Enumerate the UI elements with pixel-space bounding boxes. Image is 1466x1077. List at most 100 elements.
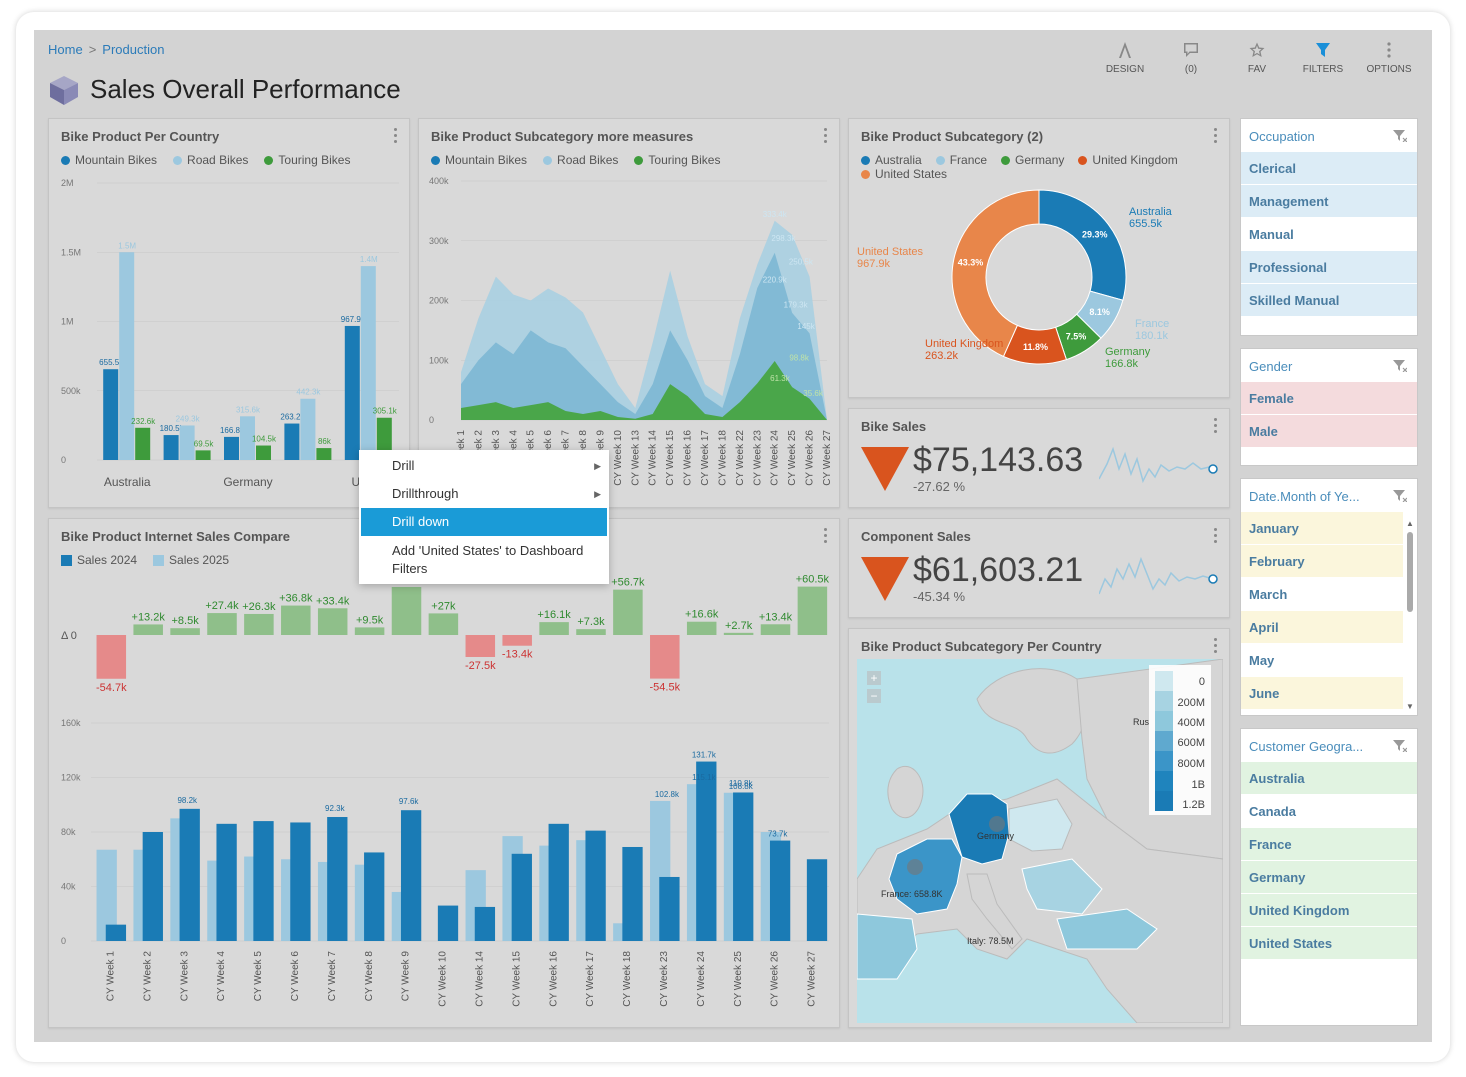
filter-item[interactable]: May xyxy=(1241,643,1403,676)
clear-filter-icon[interactable] xyxy=(1393,130,1407,142)
filters-button[interactable]: FILTERS xyxy=(1290,42,1356,75)
delta-bar xyxy=(317,608,348,635)
legend-item[interactable]: Touring Bikes xyxy=(264,153,350,167)
x-tick-label: CY Week 26 xyxy=(770,951,781,1007)
x-tick-label: CY Week 6 xyxy=(290,951,301,1002)
panel-menu-icon[interactable] xyxy=(1213,528,1219,546)
panel-menu-icon[interactable] xyxy=(823,528,829,546)
scroll-thumb[interactable] xyxy=(1407,532,1413,612)
map-germany xyxy=(948,793,1010,865)
slice-value-label: 263.2k xyxy=(925,350,959,362)
legend-item[interactable]: Road Bikes xyxy=(543,153,618,167)
legend-item[interactable]: Touring Bikes xyxy=(634,153,720,167)
filter-item[interactable]: Clerical xyxy=(1241,151,1417,184)
panel-menu-icon[interactable] xyxy=(393,128,399,146)
filter-item[interactable]: Manual xyxy=(1241,217,1417,250)
legend-item[interactable]: Mountain Bikes xyxy=(61,153,157,167)
menu-item-drill[interactable]: Drill ▶ xyxy=(359,452,609,480)
scroll-up-icon[interactable]: ▲ xyxy=(1406,519,1414,528)
filter-item[interactable]: Canada xyxy=(1241,794,1417,827)
data-label: 967.9k xyxy=(341,315,366,324)
panel-title: Bike Product Subcategory more measures xyxy=(431,129,694,144)
breadcrumb-home[interactable]: Home xyxy=(48,42,83,57)
filter-item[interactable]: United States xyxy=(1241,926,1417,959)
filter-item[interactable]: Skilled Manual xyxy=(1241,283,1417,316)
map-label-germany: Germany xyxy=(977,831,1015,841)
filter-item[interactable]: June xyxy=(1241,676,1403,709)
bar xyxy=(344,325,360,460)
legend-item[interactable]: Germany xyxy=(1001,153,1064,167)
panel-bike-product-per-country: Bike Product Per Country Mountain Bikes … xyxy=(48,118,410,508)
map-bubble-germany[interactable] xyxy=(989,816,1005,832)
data-label: 232.6k xyxy=(131,417,156,426)
slice-name-label: United States xyxy=(857,246,924,258)
menu-item-drill-down[interactable]: Drill down xyxy=(361,508,607,536)
filter-gender: Gender Female Male xyxy=(1240,348,1418,466)
options-button[interactable]: OPTIONS xyxy=(1356,42,1422,75)
kpi-value: $61,603.21 xyxy=(913,551,1084,589)
legend-item[interactable]: United Kingdom xyxy=(1078,153,1178,167)
data-label: 86k xyxy=(318,437,332,446)
filter-item[interactable]: United Kingdom xyxy=(1241,893,1417,926)
fav-button[interactable]: FAV xyxy=(1224,42,1290,75)
y-tick-label: 160k xyxy=(61,718,81,728)
filter-item[interactable]: April xyxy=(1241,610,1403,643)
panel-menu-icon[interactable] xyxy=(823,128,829,146)
x-tick-label: CY Week 4 xyxy=(216,951,227,1002)
filter-item[interactable]: Female xyxy=(1241,381,1417,414)
panel-title: Bike Sales xyxy=(861,419,927,434)
legend-item[interactable]: Mountain Bikes xyxy=(431,153,527,167)
filter-item[interactable]: Management xyxy=(1241,184,1417,217)
filter-item[interactable]: January xyxy=(1241,511,1403,544)
delta-label: +27.4k xyxy=(205,600,239,612)
bar xyxy=(284,423,300,460)
filter-item[interactable]: Australia xyxy=(1241,761,1417,794)
delta-label: -54.5k xyxy=(650,682,681,694)
x-tick-label: CY Week 27 xyxy=(822,430,833,486)
scroll-down-icon[interactable]: ▼ xyxy=(1406,702,1414,711)
filter-item[interactable]: March xyxy=(1241,577,1403,610)
map-bubble-france[interactable] xyxy=(907,859,923,875)
legend-item[interactable]: Sales 2025 xyxy=(153,553,229,567)
menu-item-add-dashboard-filter[interactable]: Add 'United States' to Dashboard Filters xyxy=(392,543,584,576)
legend-item[interactable]: United States xyxy=(861,167,947,181)
filter-header: Occupation xyxy=(1241,119,1417,151)
legend-item[interactable]: France xyxy=(935,153,987,167)
data-label: 98.8k xyxy=(789,353,810,362)
filter-item[interactable]: Germany xyxy=(1241,860,1417,893)
data-label: 73.7k xyxy=(768,830,789,839)
panel-menu-icon[interactable] xyxy=(1213,418,1219,436)
clear-filter-icon[interactable] xyxy=(1393,360,1407,372)
comments-button[interactable]: (0) xyxy=(1158,42,1224,75)
filter-item[interactable]: February xyxy=(1241,544,1403,577)
menu-item-drillthrough[interactable]: Drillthrough ▶ xyxy=(359,480,609,508)
panel-menu-icon[interactable] xyxy=(1213,638,1219,656)
legend-item[interactable]: Australia xyxy=(861,153,922,167)
panel-menu-icon[interactable] xyxy=(1213,128,1219,146)
delta-bar xyxy=(207,613,237,635)
breadcrumb: Home > Production xyxy=(48,42,164,57)
data-label: 98.2k xyxy=(177,796,198,805)
filter-header: Customer Geogra... xyxy=(1241,729,1417,761)
filter-item[interactable]: Male xyxy=(1241,414,1417,447)
design-button[interactable]: DESIGN xyxy=(1092,42,1158,75)
breadcrumb-production[interactable]: Production xyxy=(102,42,165,57)
legend: Mountain Bikes Road Bikes Touring Bikes xyxy=(431,153,736,167)
x-tick-label: CY Week 16 xyxy=(683,430,694,486)
delta-bar xyxy=(613,589,643,635)
filter-title: Gender xyxy=(1249,359,1293,374)
legend-item[interactable]: Sales 2024 xyxy=(61,553,137,567)
options-label: OPTIONS xyxy=(1366,64,1412,75)
legend-item[interactable]: Road Bikes xyxy=(173,153,248,167)
clear-filter-icon[interactable] xyxy=(1393,490,1407,502)
slice-name-label: Australia xyxy=(1129,206,1173,218)
zoom-in-button[interactable]: + xyxy=(867,671,881,685)
filter-header: Date.Month of Ye... xyxy=(1241,479,1417,511)
delta-bar xyxy=(650,635,680,679)
filter-item[interactable]: France xyxy=(1241,827,1417,860)
filter-item[interactable]: Professional xyxy=(1241,250,1417,283)
zoom-out-button[interactable]: − xyxy=(867,689,881,703)
clear-filter-icon[interactable] xyxy=(1393,740,1407,752)
panel-title: Bike Product Subcategory (2) xyxy=(861,129,1044,144)
scrollbar[interactable]: ▲ ▼ xyxy=(1405,519,1415,711)
